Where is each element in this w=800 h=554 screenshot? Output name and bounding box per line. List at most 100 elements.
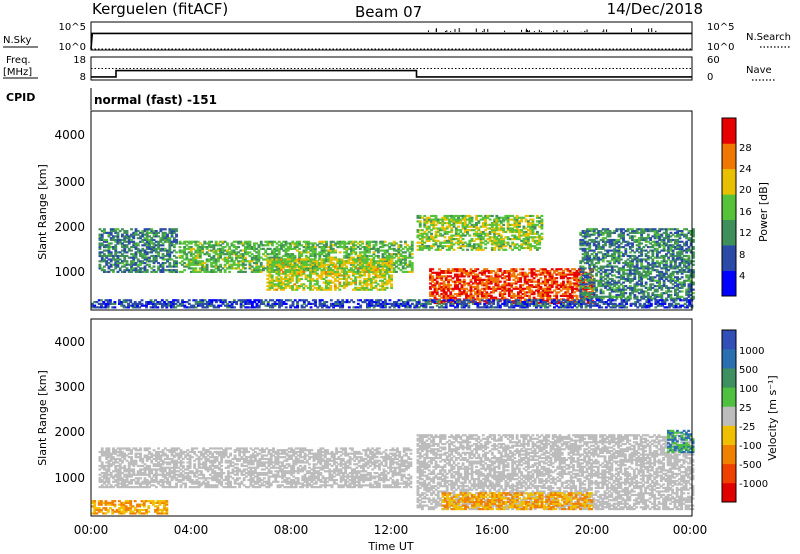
heatmap-cell (540, 236, 544, 239)
heatmap-cell (212, 251, 216, 254)
heatmap-cell (416, 241, 420, 244)
heatmap-cell (246, 242, 250, 245)
heatmap-cell (313, 246, 317, 249)
heatmap-cell (514, 268, 518, 271)
heatmap-cell (109, 258, 113, 261)
heatmap-cell (114, 240, 118, 243)
heatmap-cell (297, 272, 301, 275)
heatmap-cell (320, 249, 324, 252)
heatmap-cell (342, 270, 346, 273)
heatmap-cell (189, 247, 193, 250)
heatmap-cell (513, 216, 517, 219)
heatmap-cell (363, 288, 367, 291)
heatmap-cell (406, 270, 410, 273)
heatmap-cell (515, 230, 519, 234)
heatmap-cell (152, 247, 156, 250)
heatmap-cell (462, 284, 466, 287)
heatmap-cell (98, 251, 102, 254)
heatmap-cell (502, 243, 506, 246)
heatmap-cell (425, 239, 429, 242)
heatmap-cell (459, 229, 463, 232)
heatmap-cell (463, 234, 467, 237)
heatmap-cell (307, 269, 310, 272)
heatmap-cell (280, 263, 283, 266)
heatmap-cell (212, 270, 216, 273)
heatmap-cell (463, 222, 467, 225)
heatmap-cell (100, 242, 104, 245)
heatmap-cell (289, 256, 292, 259)
heatmap-cell (320, 251, 324, 254)
heatmap-cell (320, 253, 324, 256)
heatmap-cell (298, 260, 301, 263)
heatmap-cell (166, 251, 169, 254)
heatmap-cell (248, 262, 252, 265)
heatmap-cell (112, 238, 115, 242)
heatmap-cell (408, 260, 412, 263)
heatmap-cell (154, 249, 158, 252)
heatmap-cell (253, 256, 256, 259)
heatmap-cell (370, 263, 373, 266)
heatmap-cell (484, 216, 488, 219)
heatmap-cell (143, 262, 147, 265)
heatmap-cell (365, 251, 369, 254)
heatmap-cell (481, 223, 485, 226)
heatmap-cell (452, 218, 456, 221)
heatmap-cell (141, 238, 145, 242)
heatmap-cell (488, 232, 492, 235)
heatmap-cell (531, 225, 535, 228)
heatmap-cell (309, 269, 312, 272)
heatmap-cell (311, 253, 315, 256)
heatmap-cell (347, 256, 351, 259)
heatmap-cell (381, 242, 385, 245)
heatmap-cell (502, 248, 506, 251)
heatmap-cell (360, 260, 364, 263)
heatmap-cell (479, 218, 483, 221)
heatmap-cell (266, 247, 270, 250)
heatmap-cell (376, 276, 380, 279)
heatmap-cell (170, 244, 174, 247)
heatmap-cell (331, 263, 335, 266)
heatmap-cell (266, 260, 270, 263)
heatmap-cell (379, 258, 382, 261)
heatmap-cell (114, 254, 118, 258)
heatmap-cell (168, 237, 172, 240)
heatmap-cell (239, 249, 243, 252)
heatmap-cell (481, 216, 485, 219)
heatmap-cell (370, 262, 373, 265)
heatmap-cell (239, 260, 243, 263)
heatmap-cell (264, 267, 268, 270)
heatmap-cell (423, 222, 427, 225)
heatmap-cell (527, 246, 530, 250)
heatmap-cell (379, 242, 383, 245)
heatmap-cell (232, 262, 236, 265)
heatmap-cell (515, 216, 519, 219)
heatmap-cell (444, 293, 448, 296)
heatmap-cell (363, 267, 367, 270)
heatmap-cell (466, 214, 469, 218)
heatmap-cell (159, 240, 163, 243)
heatmap-cell (226, 242, 229, 245)
heatmap-cell (462, 287, 466, 290)
heatmap-cell (136, 260, 140, 263)
heatmap-cell (372, 269, 376, 272)
heatmap-cell (159, 238, 163, 242)
heatmap-cell (273, 258, 277, 261)
heatmap-cell (121, 253, 124, 256)
heatmap-cell (262, 269, 265, 272)
heatmap-cell (266, 274, 270, 277)
heatmap-cell (217, 260, 220, 263)
heatmap-cell (295, 269, 299, 272)
heatmap-cell (343, 240, 347, 243)
heatmap-cell (168, 240, 172, 243)
heatmap-cell (506, 243, 510, 246)
heatmap-cell (372, 277, 376, 281)
heatmap-cell (268, 281, 272, 284)
heatmap-cell (175, 233, 178, 236)
heatmap-cell (416, 229, 420, 232)
heatmap-cell (232, 246, 236, 249)
heatmap-cell (322, 244, 326, 247)
heatmap-cell (531, 245, 535, 248)
heatmap-cell (475, 238, 478, 241)
heatmap-cell (168, 230, 172, 233)
heatmap-cell (304, 256, 308, 259)
